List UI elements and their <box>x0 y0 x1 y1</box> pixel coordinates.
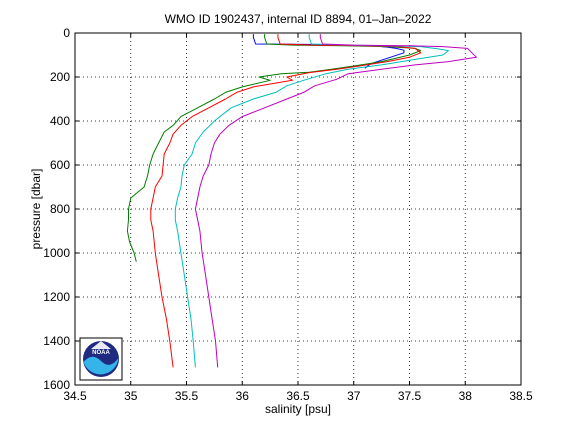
logo-bird <box>91 341 111 349</box>
y-tick-label: 200 <box>50 70 70 84</box>
chart-title: WMO ID 1902437, internal ID 8894, 01–Jan… <box>165 12 432 26</box>
x-tick-label: 36.5 <box>286 389 310 403</box>
x-tick-label: 35.5 <box>175 389 199 403</box>
x-axis: 34.5 35 35.5 36 36.5 37 37.5 38 38.5 <box>63 33 533 403</box>
x-tick-label: 34.5 <box>63 389 87 403</box>
x-tick-label: 35 <box>124 389 138 403</box>
y-tick-label: 1000 <box>43 246 70 260</box>
x-tick-label: 36 <box>236 389 250 403</box>
x-tick-label: 37.5 <box>398 389 422 403</box>
x-tick-label: 37 <box>347 389 361 403</box>
series-line-4 <box>174 34 449 368</box>
y-axis: 0 200 400 600 800 1000 1200 1400 1600 <box>43 26 521 392</box>
logo-wave <box>83 356 119 375</box>
y-tick-label: 800 <box>50 202 70 216</box>
y-tick-label: 1200 <box>43 290 70 304</box>
logo-text: NOAA <box>92 350 110 356</box>
x-tick-label: 38.5 <box>509 389 533 403</box>
y-tick-label: 1600 <box>43 378 70 392</box>
y-tick-label: 1400 <box>43 334 70 348</box>
series-line-5 <box>194 34 477 368</box>
series-layer <box>126 34 477 368</box>
y-tick-label: 0 <box>63 26 70 40</box>
y-tick-label: 400 <box>50 114 70 128</box>
noaa-logo: NOAA <box>79 337 123 381</box>
grid-lines <box>75 33 521 385</box>
series-line-3 <box>150 34 422 368</box>
x-axis-label: salinity [psu] <box>265 402 331 416</box>
y-tick-label: 600 <box>50 158 70 172</box>
x-tick-label: 38 <box>459 389 473 403</box>
y-axis-label: pressure [dbar] <box>29 169 43 250</box>
